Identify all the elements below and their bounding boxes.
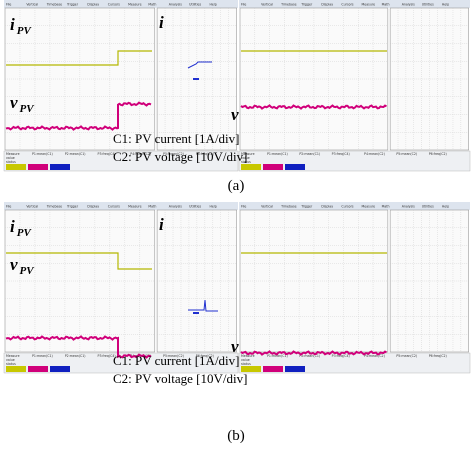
panel-label: (b) bbox=[227, 428, 245, 444]
menu-item: Help bbox=[442, 205, 449, 209]
menu-item: Analysis bbox=[169, 3, 182, 7]
menu-item: Timebase bbox=[280, 205, 296, 209]
menu-item: Help bbox=[209, 3, 216, 7]
channel-box bbox=[241, 164, 261, 170]
menu-item: Cursors bbox=[108, 3, 120, 7]
menu-item: Utilities bbox=[422, 3, 434, 7]
measure-row: status bbox=[241, 362, 251, 366]
menu-bar bbox=[239, 0, 470, 8]
menu-item: File bbox=[6, 3, 11, 7]
menu-item: Analysis bbox=[169, 205, 182, 209]
menu-item: Timebase bbox=[46, 205, 62, 209]
zoom-label: v bbox=[231, 105, 239, 124]
measure-column: P4:mean(C2) bbox=[364, 354, 385, 358]
menu-item: Vertical bbox=[26, 205, 38, 209]
menu-bar bbox=[4, 0, 238, 8]
menu-item: Help bbox=[442, 3, 449, 7]
menu-item: Display bbox=[87, 205, 99, 209]
subscript: PV bbox=[20, 103, 36, 115]
measure-column: P1:mean(C1) bbox=[267, 152, 288, 156]
menu-item: Math bbox=[148, 3, 156, 7]
menu-item: File bbox=[241, 3, 246, 7]
measure-column: P2:mean(C1) bbox=[65, 354, 86, 358]
caption: C2: PV voltage [10V/div] bbox=[113, 149, 247, 164]
menu-item: Cursors bbox=[341, 205, 353, 209]
menu-item: Measure bbox=[128, 205, 142, 209]
zoom-label: i bbox=[159, 215, 164, 234]
measure-column: P3:freq(C4) bbox=[332, 152, 350, 156]
menu-item: Utilities bbox=[189, 205, 201, 209]
channel-box bbox=[50, 366, 70, 372]
measure-column: P6:freq(C2) bbox=[429, 152, 447, 156]
marker bbox=[193, 78, 199, 80]
measure-column: P5:mean(C2) bbox=[396, 354, 417, 358]
measure-column: P2:mean(C1) bbox=[299, 152, 320, 156]
measure-column: P4:mean(C2) bbox=[364, 152, 385, 156]
menu-item: Vertical bbox=[261, 3, 273, 7]
figure: File Vertical Timebase Trigger Display Cursor… bbox=[0, 0, 472, 449]
menu-item: Measure bbox=[362, 205, 376, 209]
menu-item: Analysis bbox=[402, 205, 415, 209]
menu-item: Trigger bbox=[300, 3, 313, 7]
channel-box bbox=[50, 164, 70, 170]
menu-item: Utilities bbox=[189, 3, 201, 7]
panel-label: (a) bbox=[228, 178, 245, 194]
subscript: PV bbox=[17, 227, 33, 239]
measure-row: status bbox=[6, 160, 16, 164]
menu-item: Measure bbox=[128, 3, 142, 7]
menu-item: Trigger bbox=[300, 205, 313, 209]
caption: C2: PV voltage [10V/div] bbox=[113, 371, 247, 386]
measure-column: P2:mean(C1) bbox=[65, 152, 86, 156]
menu-item: Trigger bbox=[66, 3, 79, 7]
symbol: v bbox=[10, 93, 18, 112]
menu-item: Math bbox=[148, 205, 156, 209]
marker bbox=[193, 312, 199, 314]
measure-column: P5:mean(C2) bbox=[396, 152, 417, 156]
menu-item: Timebase bbox=[46, 3, 62, 7]
caption: C1: PV current [1A/div] bbox=[113, 131, 240, 146]
menu-item: Analysis bbox=[402, 3, 415, 7]
menu-item: Display bbox=[87, 3, 99, 7]
menu-item: Vertical bbox=[26, 3, 38, 7]
subscript: PV bbox=[17, 25, 33, 37]
menu-item: Display bbox=[321, 205, 333, 209]
channel-box bbox=[6, 164, 26, 170]
channel-box bbox=[285, 366, 305, 372]
caption: C1: PV current [1A/div] bbox=[113, 353, 240, 368]
measure-column: P1:mean(C1) bbox=[32, 152, 53, 156]
measure-column: P1:mean(C1) bbox=[32, 354, 53, 358]
menu-item: File bbox=[6, 205, 11, 209]
measure-column: P6:freq(C2) bbox=[429, 354, 447, 358]
symbol: i bbox=[10, 15, 15, 34]
menu-bar bbox=[4, 202, 238, 210]
menu-item: Timebase bbox=[280, 3, 296, 7]
channel-box bbox=[6, 366, 26, 372]
menu-item: Cursors bbox=[341, 3, 353, 7]
measure-row: status bbox=[6, 362, 16, 366]
menu-item: Math bbox=[382, 3, 390, 7]
channel-box bbox=[263, 366, 283, 372]
menu-item: Vertical bbox=[261, 205, 273, 209]
channel-box bbox=[263, 164, 283, 170]
zoom-label: i bbox=[159, 13, 164, 32]
channel-box bbox=[28, 366, 48, 372]
menu-bar bbox=[239, 202, 470, 210]
menu-item: Display bbox=[321, 3, 333, 7]
symbol: i bbox=[10, 217, 15, 236]
menu-item: Math bbox=[382, 205, 390, 209]
menu-item: Trigger bbox=[66, 205, 79, 209]
subscript: PV bbox=[20, 265, 36, 277]
symbol: v bbox=[10, 255, 18, 274]
menu-item: Help bbox=[209, 205, 216, 209]
channel-box bbox=[285, 164, 305, 170]
menu-item: Utilities bbox=[422, 205, 434, 209]
menu-item: File bbox=[241, 205, 246, 209]
menu-item: Cursors bbox=[108, 205, 120, 209]
menu-item: Measure bbox=[362, 3, 376, 7]
channel-box bbox=[28, 164, 48, 170]
